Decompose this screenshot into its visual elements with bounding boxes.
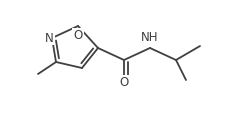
Text: NH: NH <box>141 31 159 44</box>
Text: O: O <box>73 29 83 42</box>
Text: O: O <box>119 75 129 88</box>
Text: N: N <box>45 32 54 44</box>
